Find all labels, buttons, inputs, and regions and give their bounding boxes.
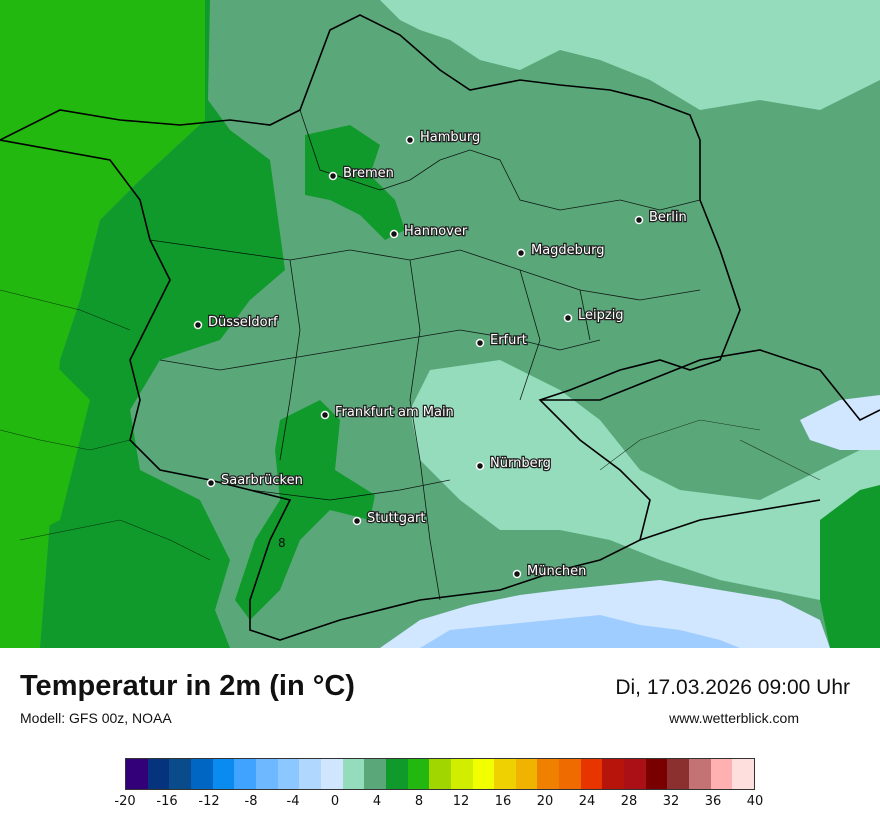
legend-tick-label: 28 [620,794,638,809]
legend-swatch [450,759,473,789]
legend-swatch [385,759,408,789]
temp-field-0-2-east [800,395,880,450]
color-legend [125,758,755,790]
legend-swatch [255,759,278,789]
city-label: Saarbrücken [221,473,303,488]
legend-swatch [126,759,148,789]
city-label: München [527,564,586,579]
city-label: Hannover [404,224,468,239]
city-dot [516,248,526,258]
legend-swatch [580,759,603,789]
temp-field-2-4-north [380,0,880,110]
legend-swatch [299,759,321,789]
legend-swatch [624,759,646,789]
city-label: Hamburg [420,130,480,145]
city-dot [634,215,644,225]
city-dot [206,478,216,488]
legend-tick-label: 40 [746,794,764,809]
legend-swatch [190,759,213,789]
legend-tick-label: -16 [156,794,178,809]
website-link[interactable]: www.wetterblick.com [669,710,799,726]
legend-swatch [645,759,668,789]
legend-tick-label: 16 [494,794,512,809]
temp-field-m2-0-alps [420,615,740,648]
footer: Temperatur in 2m (in °C) Modell: GFS 00z… [0,648,880,830]
legend-swatch [320,759,343,789]
legend-tick-label: -20 [114,794,136,809]
legend-tick-label: 20 [536,794,554,809]
legend-swatch [689,759,711,789]
legend-tick-label: 8 [414,794,424,809]
legend-tick-label: 12 [452,794,470,809]
legend-swatch [277,759,300,789]
map-canvas: 8 Hamburg Bremen Hannover Berlin Magdeburg Dü… [0,0,880,648]
legend-swatch [472,759,495,789]
forecast-datetime: Di, 17.03.2026 09:00 Uhr [615,676,850,699]
city-label: Stuttgart [367,511,425,526]
legend-swatch [559,759,581,789]
legend-tick-label: 32 [662,794,680,809]
city-dot [193,320,203,330]
legend-swatch [147,759,170,789]
temp-field-2-4-bohemia [410,360,880,600]
temp-field-6-8-rhine [235,400,375,620]
temperature-map: 8 Hamburg Bremen Hannover Berlin Magdeburg Dü… [0,0,880,648]
map-title: Temperatur in 2m (in °C) [20,670,355,702]
city-label: Leipzig [578,308,624,323]
legend-swatch [537,759,560,789]
city-label: Frankfurt am Main [335,405,454,420]
legend-tick-label: 4 [372,794,382,809]
legend-swatch [364,759,386,789]
legend-swatch [342,759,365,789]
temp-field-6-8-se [820,485,880,648]
legend-swatch [710,759,733,789]
legend-swatch [602,759,625,789]
city-dot [405,135,415,145]
city-label: Erfurt [490,333,527,348]
value-label: 8 [278,536,286,550]
legend-tick-label: -8 [244,794,258,809]
city-dot [389,229,399,239]
city-dot [512,569,522,579]
legend-swatch [234,759,256,789]
legend-swatch [169,759,191,789]
legend-ticks: -20 -16 -12 -8 -4 0 4 8 12 16 20 24 28 32 36 40 [114,794,763,814]
legend-swatch [667,759,690,789]
legend-tick-label: -4 [286,794,300,809]
city-markers: Hamburg Bremen Hannover Berlin Magdeburg Düss… [193,129,688,580]
neighbor-regions [0,289,821,561]
legend-swatch [494,759,516,789]
city-label: Düsseldorf [208,315,278,330]
city-label: Magdeburg [531,243,605,258]
state-borders [149,109,701,601]
legend-tick-label: 0 [330,794,340,809]
city-dot [352,516,362,526]
legend-swatch [212,759,235,789]
legend-tick-label: -12 [198,794,220,809]
city-label: Nürnberg [490,456,551,471]
temp-field-6-8-bremen [305,125,405,240]
legend-tick-label: 36 [704,794,722,809]
legend-swatch [407,759,430,789]
legend-swatch [732,759,755,789]
temp-field-8-10-sw [0,370,90,540]
city-dot [320,410,330,420]
legend-swatch [515,759,538,789]
city-label: Bremen [343,166,394,181]
legend-tick-label: 24 [578,794,596,809]
city-label: Berlin [649,210,687,225]
legend-swatch [429,759,451,789]
temp-field-6-8-west [40,0,285,648]
country-borders [0,14,880,641]
city-dot [328,171,338,181]
city-dot [475,338,485,348]
city-dot [475,461,485,471]
city-dot [563,313,573,323]
model-info: Modell: GFS 00z, NOAA [20,710,172,726]
